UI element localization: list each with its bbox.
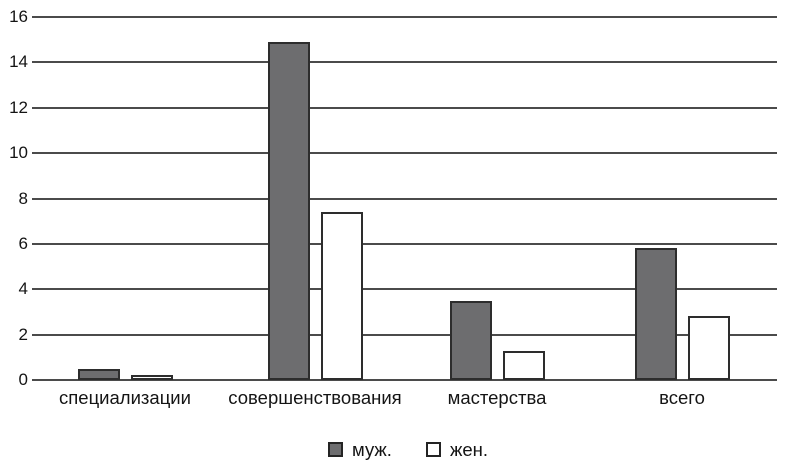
gridline-2 — [32, 334, 777, 336]
gridline-0 — [32, 379, 777, 381]
y-tick-label-8: 8 — [18, 189, 28, 208]
y-tick-label-4: 4 — [18, 279, 28, 298]
chart-legend: муж. жен. — [0, 440, 790, 459]
y-tick-label-14: 14 — [9, 52, 28, 71]
gridline-4 — [32, 288, 777, 290]
bar-series0-мастерства — [450, 301, 492, 380]
y-tick-label-12: 12 — [9, 98, 28, 117]
legend-swatch-icon — [425, 442, 441, 457]
x-category-label-1: специализации — [59, 387, 191, 408]
gridline-12 — [32, 107, 777, 109]
x-category-label-4: всего — [659, 387, 705, 408]
bar-series1-мастерства — [503, 351, 545, 380]
x-category-label-3: мастерства — [447, 387, 547, 408]
bar-series0-совершенствования — [268, 42, 310, 380]
legend-item-series1: жен. — [425, 439, 488, 460]
x-category-label-2: совершенствования — [228, 387, 402, 408]
gridline-6 — [32, 243, 777, 245]
gridline-10 — [32, 152, 777, 154]
bar-series1-совершенствования — [321, 212, 363, 380]
y-tick-label-2: 2 — [18, 325, 28, 344]
gridline-8 — [32, 198, 777, 200]
legend-label-series1: жен. — [449, 439, 488, 460]
bar-series0-всего — [635, 248, 677, 380]
y-tick-label-0: 0 — [18, 370, 28, 389]
bar-series0-специализации — [78, 369, 120, 380]
bar-series1-специализации — [131, 375, 173, 380]
legend-label-series0: муж. — [352, 439, 392, 460]
legend-item-series0: муж. — [328, 440, 392, 459]
gridline-14 — [32, 61, 777, 63]
y-tick-label-6: 6 — [18, 234, 28, 253]
y-tick-label-16: 16 — [9, 7, 28, 26]
legend-swatch-icon — [328, 442, 344, 457]
y-tick-label-10: 10 — [9, 143, 28, 162]
bar-series1-всего — [688, 316, 730, 380]
gridline-16 — [32, 16, 777, 18]
